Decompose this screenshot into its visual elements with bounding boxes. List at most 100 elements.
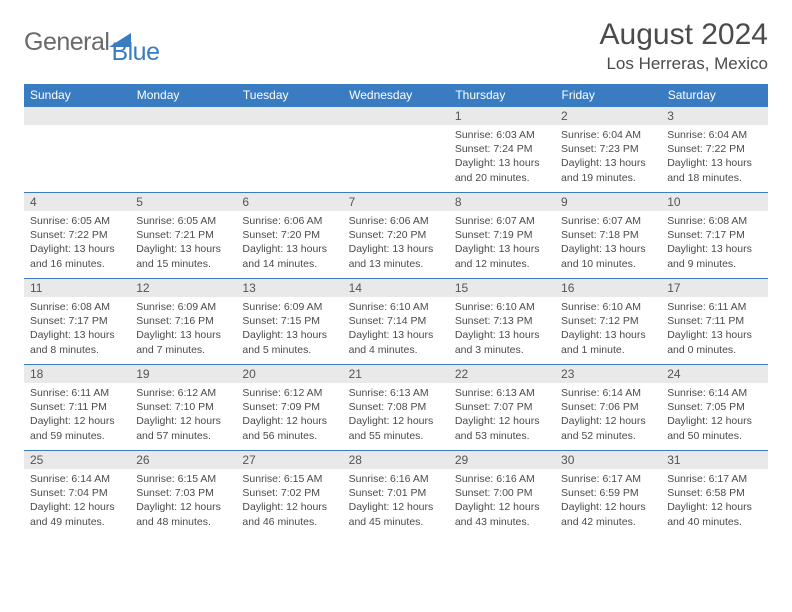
day-number: 30 bbox=[555, 451, 661, 469]
day-number: 20 bbox=[236, 365, 342, 383]
calendar-row: 4Sunrise: 6:05 AMSunset: 7:22 PMDaylight… bbox=[24, 193, 768, 279]
day-number: 24 bbox=[661, 365, 767, 383]
day-details: Sunrise: 6:10 AMSunset: 7:12 PMDaylight:… bbox=[555, 297, 661, 359]
day-details: Sunrise: 6:09 AMSunset: 7:15 PMDaylight:… bbox=[236, 297, 342, 359]
day-details: Sunrise: 6:15 AMSunset: 7:03 PMDaylight:… bbox=[130, 469, 236, 531]
calendar-cell: 2Sunrise: 6:04 AMSunset: 7:23 PMDaylight… bbox=[555, 107, 661, 193]
calendar-cell: 5Sunrise: 6:05 AMSunset: 7:21 PMDaylight… bbox=[130, 193, 236, 279]
day-number: 7 bbox=[343, 193, 449, 211]
day-details: Sunrise: 6:15 AMSunset: 7:02 PMDaylight:… bbox=[236, 469, 342, 531]
calendar-cell: 23Sunrise: 6:14 AMSunset: 7:06 PMDayligh… bbox=[555, 365, 661, 451]
day-number: 8 bbox=[449, 193, 555, 211]
day-number: 10 bbox=[661, 193, 767, 211]
empty-day bbox=[236, 107, 342, 125]
calendar-cell: 19Sunrise: 6:12 AMSunset: 7:10 PMDayligh… bbox=[130, 365, 236, 451]
calendar-cell: 20Sunrise: 6:12 AMSunset: 7:09 PMDayligh… bbox=[236, 365, 342, 451]
logo-text-1: General bbox=[24, 28, 109, 57]
calendar-body: 1Sunrise: 6:03 AMSunset: 7:24 PMDaylight… bbox=[24, 107, 768, 537]
calendar-cell: 8Sunrise: 6:07 AMSunset: 7:19 PMDaylight… bbox=[449, 193, 555, 279]
empty-day bbox=[24, 107, 130, 125]
title-block: August 2024 Los Herreras, Mexico bbox=[600, 18, 768, 74]
day-details: Sunrise: 6:04 AMSunset: 7:22 PMDaylight:… bbox=[661, 125, 767, 187]
day-number: 16 bbox=[555, 279, 661, 297]
logo-text-2: Blue bbox=[111, 38, 159, 67]
day-number: 21 bbox=[343, 365, 449, 383]
day-details: Sunrise: 6:14 AMSunset: 7:04 PMDaylight:… bbox=[24, 469, 130, 531]
calendar-row: 18Sunrise: 6:11 AMSunset: 7:11 PMDayligh… bbox=[24, 365, 768, 451]
day-details: Sunrise: 6:10 AMSunset: 7:13 PMDaylight:… bbox=[449, 297, 555, 359]
day-details: Sunrise: 6:06 AMSunset: 7:20 PMDaylight:… bbox=[343, 211, 449, 273]
weekday-header: Thursday bbox=[449, 84, 555, 107]
calendar-cell: 1Sunrise: 6:03 AMSunset: 7:24 PMDaylight… bbox=[449, 107, 555, 193]
calendar-cell: 24Sunrise: 6:14 AMSunset: 7:05 PMDayligh… bbox=[661, 365, 767, 451]
calendar-cell: 31Sunrise: 6:17 AMSunset: 6:58 PMDayligh… bbox=[661, 451, 767, 537]
weekday-header: Tuesday bbox=[236, 84, 342, 107]
day-number: 6 bbox=[236, 193, 342, 211]
day-number: 17 bbox=[661, 279, 767, 297]
day-details: Sunrise: 6:13 AMSunset: 7:08 PMDaylight:… bbox=[343, 383, 449, 445]
calendar-cell: 4Sunrise: 6:05 AMSunset: 7:22 PMDaylight… bbox=[24, 193, 130, 279]
day-number: 31 bbox=[661, 451, 767, 469]
day-details: Sunrise: 6:06 AMSunset: 7:20 PMDaylight:… bbox=[236, 211, 342, 273]
calendar-cell: 14Sunrise: 6:10 AMSunset: 7:14 PMDayligh… bbox=[343, 279, 449, 365]
day-number: 15 bbox=[449, 279, 555, 297]
day-number: 19 bbox=[130, 365, 236, 383]
calendar-cell: 11Sunrise: 6:08 AMSunset: 7:17 PMDayligh… bbox=[24, 279, 130, 365]
day-details: Sunrise: 6:05 AMSunset: 7:21 PMDaylight:… bbox=[130, 211, 236, 273]
day-details: Sunrise: 6:17 AMSunset: 6:59 PMDaylight:… bbox=[555, 469, 661, 531]
calendar-cell bbox=[130, 107, 236, 193]
day-number: 1 bbox=[449, 107, 555, 125]
calendar-cell: 30Sunrise: 6:17 AMSunset: 6:59 PMDayligh… bbox=[555, 451, 661, 537]
day-details: Sunrise: 6:16 AMSunset: 7:00 PMDaylight:… bbox=[449, 469, 555, 531]
day-details: Sunrise: 6:13 AMSunset: 7:07 PMDaylight:… bbox=[449, 383, 555, 445]
calendar-cell: 28Sunrise: 6:16 AMSunset: 7:01 PMDayligh… bbox=[343, 451, 449, 537]
calendar-row: 11Sunrise: 6:08 AMSunset: 7:17 PMDayligh… bbox=[24, 279, 768, 365]
logo: General Blue bbox=[24, 18, 160, 67]
day-details: Sunrise: 6:07 AMSunset: 7:19 PMDaylight:… bbox=[449, 211, 555, 273]
day-number: 13 bbox=[236, 279, 342, 297]
calendar-cell: 25Sunrise: 6:14 AMSunset: 7:04 PMDayligh… bbox=[24, 451, 130, 537]
day-details: Sunrise: 6:10 AMSunset: 7:14 PMDaylight:… bbox=[343, 297, 449, 359]
day-number: 2 bbox=[555, 107, 661, 125]
calendar-row: 1Sunrise: 6:03 AMSunset: 7:24 PMDaylight… bbox=[24, 107, 768, 193]
calendar-cell: 27Sunrise: 6:15 AMSunset: 7:02 PMDayligh… bbox=[236, 451, 342, 537]
day-details: Sunrise: 6:12 AMSunset: 7:10 PMDaylight:… bbox=[130, 383, 236, 445]
weekday-header: Saturday bbox=[661, 84, 767, 107]
month-title: August 2024 bbox=[600, 18, 768, 52]
day-number: 12 bbox=[130, 279, 236, 297]
calendar-cell: 15Sunrise: 6:10 AMSunset: 7:13 PMDayligh… bbox=[449, 279, 555, 365]
day-number: 27 bbox=[236, 451, 342, 469]
day-number: 11 bbox=[24, 279, 130, 297]
empty-day bbox=[130, 107, 236, 125]
empty-day bbox=[343, 107, 449, 125]
calendar-cell: 3Sunrise: 6:04 AMSunset: 7:22 PMDaylight… bbox=[661, 107, 767, 193]
calendar-cell: 22Sunrise: 6:13 AMSunset: 7:07 PMDayligh… bbox=[449, 365, 555, 451]
day-number: 9 bbox=[555, 193, 661, 211]
day-details: Sunrise: 6:16 AMSunset: 7:01 PMDaylight:… bbox=[343, 469, 449, 531]
day-details: Sunrise: 6:04 AMSunset: 7:23 PMDaylight:… bbox=[555, 125, 661, 187]
day-number: 26 bbox=[130, 451, 236, 469]
day-number: 23 bbox=[555, 365, 661, 383]
weekday-header: Monday bbox=[130, 84, 236, 107]
day-number: 14 bbox=[343, 279, 449, 297]
calendar-cell: 17Sunrise: 6:11 AMSunset: 7:11 PMDayligh… bbox=[661, 279, 767, 365]
day-details: Sunrise: 6:17 AMSunset: 6:58 PMDaylight:… bbox=[661, 469, 767, 531]
day-number: 25 bbox=[24, 451, 130, 469]
day-details: Sunrise: 6:08 AMSunset: 7:17 PMDaylight:… bbox=[24, 297, 130, 359]
day-number: 3 bbox=[661, 107, 767, 125]
calendar-cell bbox=[24, 107, 130, 193]
day-details: Sunrise: 6:07 AMSunset: 7:18 PMDaylight:… bbox=[555, 211, 661, 273]
header: General Blue August 2024 Los Herreras, M… bbox=[24, 18, 768, 74]
calendar-cell: 9Sunrise: 6:07 AMSunset: 7:18 PMDaylight… bbox=[555, 193, 661, 279]
calendar-cell bbox=[236, 107, 342, 193]
weekday-header: Sunday bbox=[24, 84, 130, 107]
calendar-table: SundayMondayTuesdayWednesdayThursdayFrid… bbox=[24, 84, 768, 537]
day-number: 5 bbox=[130, 193, 236, 211]
calendar-cell: 29Sunrise: 6:16 AMSunset: 7:00 PMDayligh… bbox=[449, 451, 555, 537]
calendar-cell: 12Sunrise: 6:09 AMSunset: 7:16 PMDayligh… bbox=[130, 279, 236, 365]
calendar-cell: 13Sunrise: 6:09 AMSunset: 7:15 PMDayligh… bbox=[236, 279, 342, 365]
day-details: Sunrise: 6:09 AMSunset: 7:16 PMDaylight:… bbox=[130, 297, 236, 359]
day-number: 29 bbox=[449, 451, 555, 469]
location: Los Herreras, Mexico bbox=[600, 54, 768, 74]
day-number: 28 bbox=[343, 451, 449, 469]
